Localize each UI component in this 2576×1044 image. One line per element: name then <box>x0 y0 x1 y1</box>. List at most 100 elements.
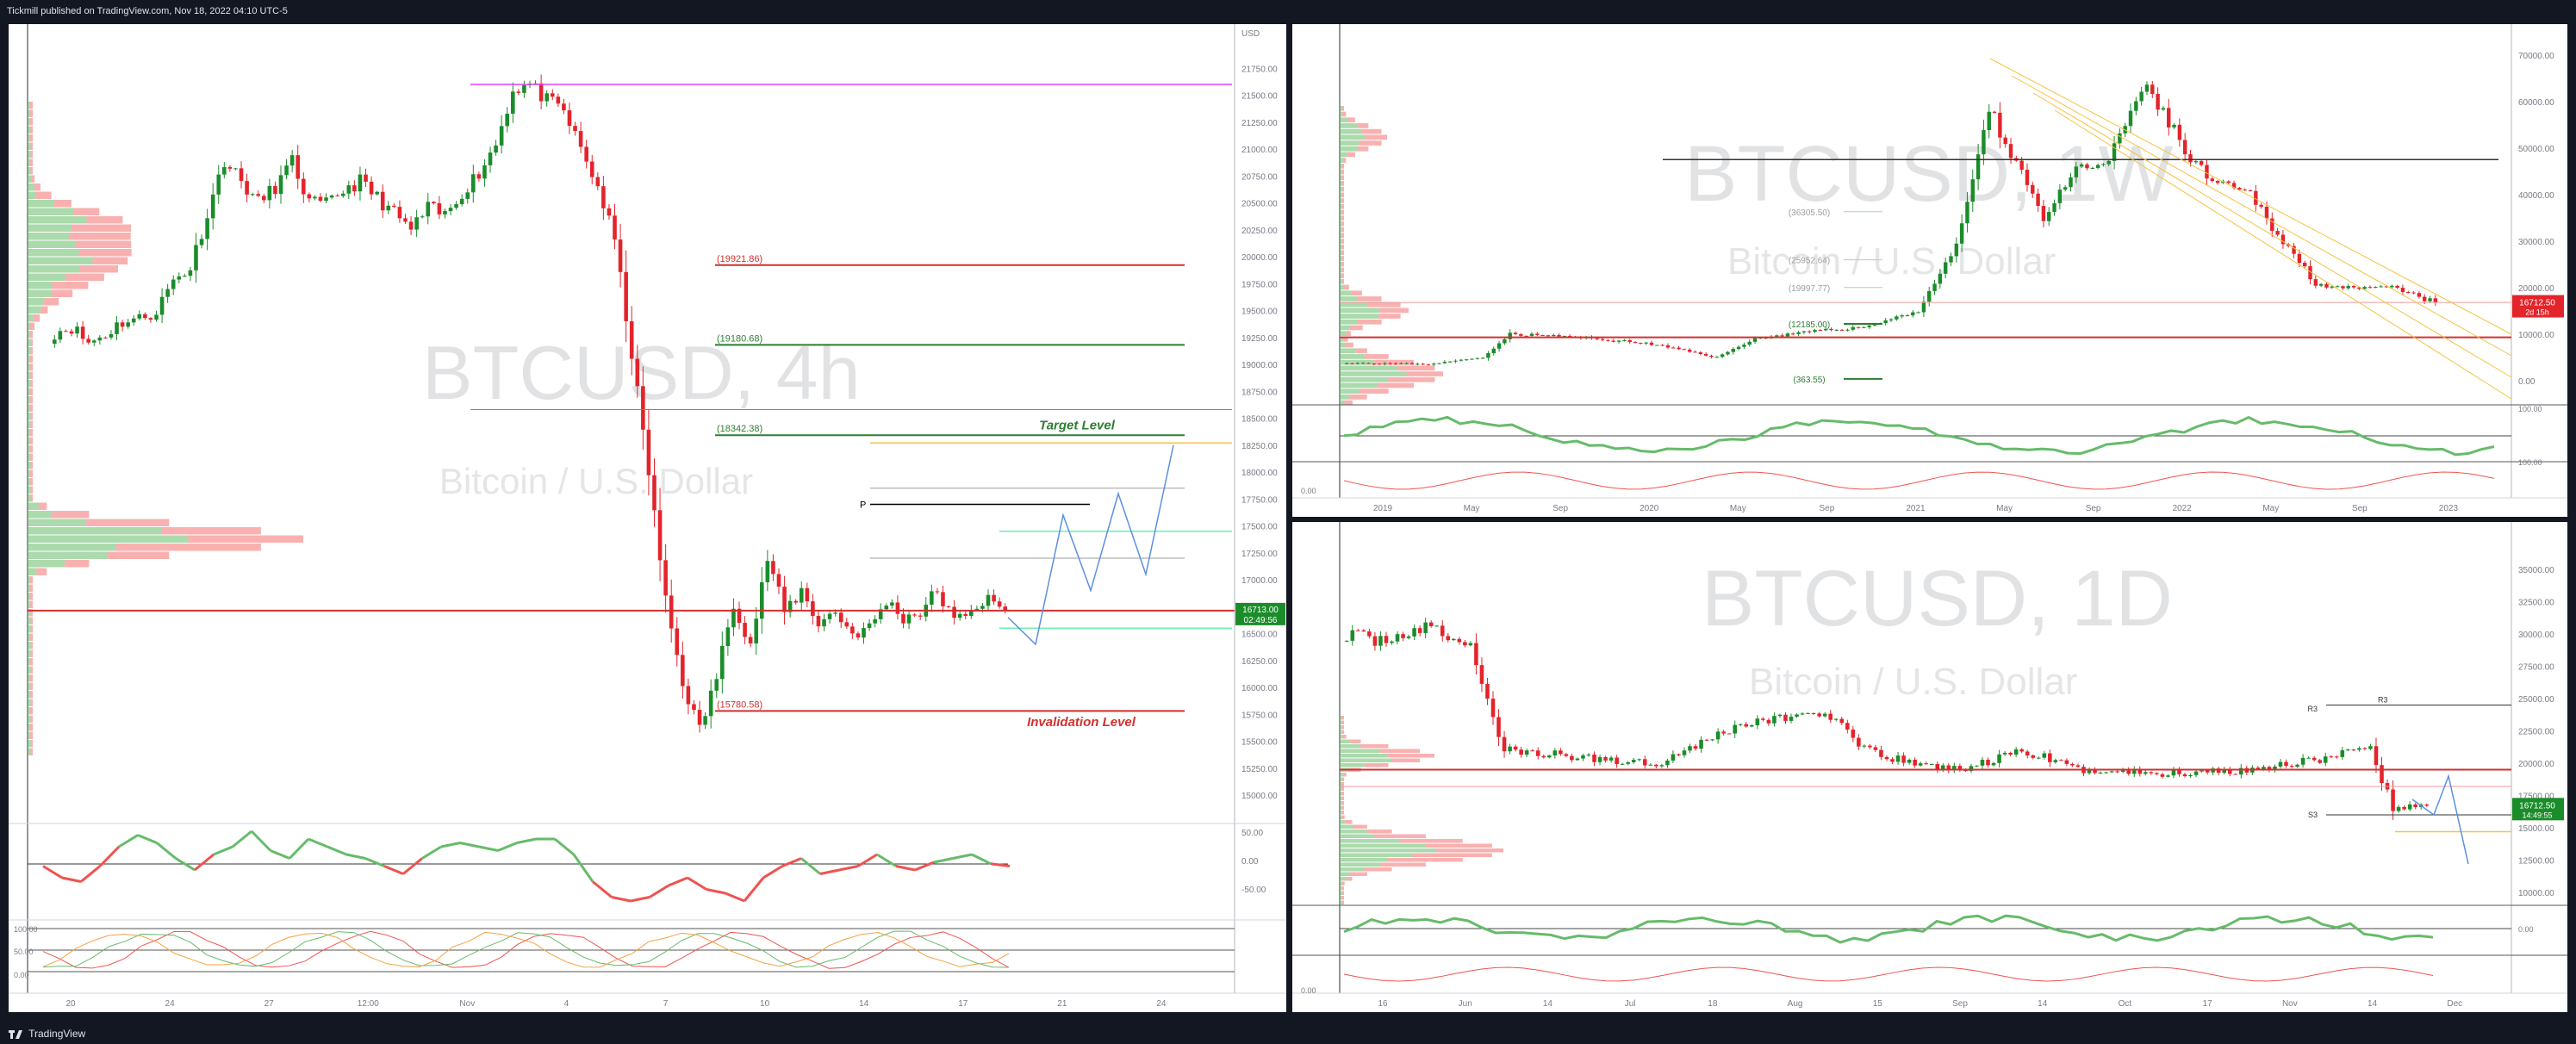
candle-body <box>1698 351 1703 355</box>
rsi-segment <box>857 853 878 867</box>
volume-profile-bar-up <box>28 707 30 715</box>
candle-body <box>2008 144 2013 158</box>
volume-profile-bar-down <box>1341 720 1344 724</box>
volume-profile-bar-down <box>1341 233 1344 239</box>
volume-profile-bar-down <box>29 404 33 412</box>
candle-body <box>782 587 787 612</box>
candle-body <box>1986 760 1990 766</box>
volume-profile-bar-down <box>1341 815 1345 819</box>
time-tick-label: Sep <box>2086 504 2101 513</box>
time-tick-label: Sep <box>1819 504 1834 513</box>
candle-body <box>1665 761 1670 766</box>
candle-body <box>1998 112 2002 138</box>
rsi-segment <box>383 865 404 875</box>
candle-body <box>227 167 233 169</box>
rsi-segment <box>800 857 821 875</box>
price-tick-label: 19000.00 <box>1241 361 1278 370</box>
candle-body <box>2297 253 2302 264</box>
candle-body <box>1811 712 1816 714</box>
candle-body <box>1742 345 1746 347</box>
chart-1d-svg[interactable]: BTCUSD, 1D Bitcoin / U.S. Dollar 35000.00 3… <box>1292 522 2567 1012</box>
candle-body <box>1611 340 1615 342</box>
volume-profile-bar-up <box>1340 720 1342 724</box>
volume-profile-bar-down <box>30 625 33 633</box>
candle-body <box>2323 756 2328 763</box>
time-tick-label: 24 <box>1156 999 1167 1009</box>
candle-body <box>1654 764 1658 767</box>
candle-body <box>199 239 204 245</box>
chart-1w-svg[interactable]: BTCUSD, 1W Bitcoin / U.S. Dollar 70000.00 6… <box>1292 24 2567 517</box>
candle-body <box>2085 164 2089 169</box>
volume-profile-bar-up <box>28 699 31 706</box>
volume-profile-bar-up <box>1340 250 1342 256</box>
pivot-r3-label-right: R3 <box>2378 696 2388 705</box>
volume-profile-bar-up <box>1340 348 1356 354</box>
volume-profile-bar-down <box>29 158 33 166</box>
candle-body <box>1959 223 1964 244</box>
volume-profile-bar-down <box>29 658 33 666</box>
volume-profile-bar-up <box>1340 796 1342 800</box>
volume-profile-bar-up <box>28 404 30 412</box>
candle-body <box>1682 349 1687 351</box>
candle-body <box>2226 181 2231 183</box>
candle-body <box>963 613 968 617</box>
candle-body <box>1524 750 1529 755</box>
volume-profile-bar-down <box>30 584 33 592</box>
candle-body <box>1644 342 1648 344</box>
volume-profile-bar-down <box>1365 354 1389 359</box>
candle-body <box>2273 766 2277 771</box>
volume-profile-bar-down <box>40 306 48 314</box>
volume-profile-bar-up <box>28 731 30 739</box>
volume-profile-bar-up <box>1340 891 1343 895</box>
candle-body <box>1761 718 1765 720</box>
volume-profile-bar-down <box>1341 716 1344 720</box>
candle-body <box>844 622 849 627</box>
price-tick-label: 19250.00 <box>1241 334 1278 344</box>
candle-body <box>1401 634 1405 638</box>
candle-body <box>2335 286 2340 288</box>
chart-panel-1w[interactable]: BTCUSD, 1W Bitcoin / U.S. Dollar 70000.00 6… <box>1292 24 2567 517</box>
candle-body <box>1693 746 1698 749</box>
candle-body <box>1426 364 1431 366</box>
volume-profile-bar-down <box>1341 192 1344 198</box>
volume-profile-bar-up <box>28 142 31 150</box>
candle-body <box>471 174 476 193</box>
candle-body <box>2128 110 2133 127</box>
volume-profile-bar-up <box>28 625 31 633</box>
volume-profile-bar-up <box>28 724 30 731</box>
weekly-level-label: (19997.77) <box>1789 284 1830 294</box>
price-tick-label: 30000.00 <box>2518 238 2554 247</box>
candle-body <box>2041 206 2046 221</box>
candle-body <box>1818 330 1823 332</box>
volume-profile-bar-up <box>1340 203 1342 209</box>
volume-profile-bar-up <box>28 208 74 215</box>
volume-profile-bar-up <box>28 200 54 208</box>
candle-body <box>1463 642 1467 646</box>
price-tick-label: 17500.00 <box>1241 523 1278 532</box>
candle-body <box>194 245 198 270</box>
volume-profile-bar-up <box>28 298 45 306</box>
time-tick-label: Jun <box>1459 999 1472 1009</box>
volume-profile-bar-down <box>29 396 33 404</box>
candle-body <box>2341 286 2345 289</box>
candle-body <box>1503 339 1507 344</box>
candle-body <box>2417 293 2422 297</box>
candle-body <box>1901 755 1906 763</box>
chart-panel-1d[interactable]: BTCUSD, 1D Bitcoin / U.S. Dollar 35000.00 3… <box>1292 522 2567 1012</box>
volume-profile-bar-up <box>1340 886 1342 891</box>
volume-profile-bar-down <box>1373 834 1426 838</box>
chart-panel-4h[interactable]: BTCUSD, 4h Bitcoin / U.S. Dollar USD 21750.… <box>9 24 1286 1012</box>
candle-body <box>183 276 187 277</box>
candle-body <box>2205 770 2210 773</box>
volume-profile-bar-up <box>1340 848 1436 853</box>
candle-body <box>1693 351 1697 353</box>
volume-profile-bar-down <box>1391 758 1421 762</box>
rsi-segment <box>497 842 518 852</box>
volume-profile-bar-up <box>28 469 30 477</box>
candle-body <box>2053 760 2058 762</box>
candle-body <box>1727 733 1732 735</box>
volume-profile-bar-down <box>1357 319 1382 325</box>
candle-body <box>1688 349 1692 352</box>
candle-body <box>1626 762 1630 764</box>
